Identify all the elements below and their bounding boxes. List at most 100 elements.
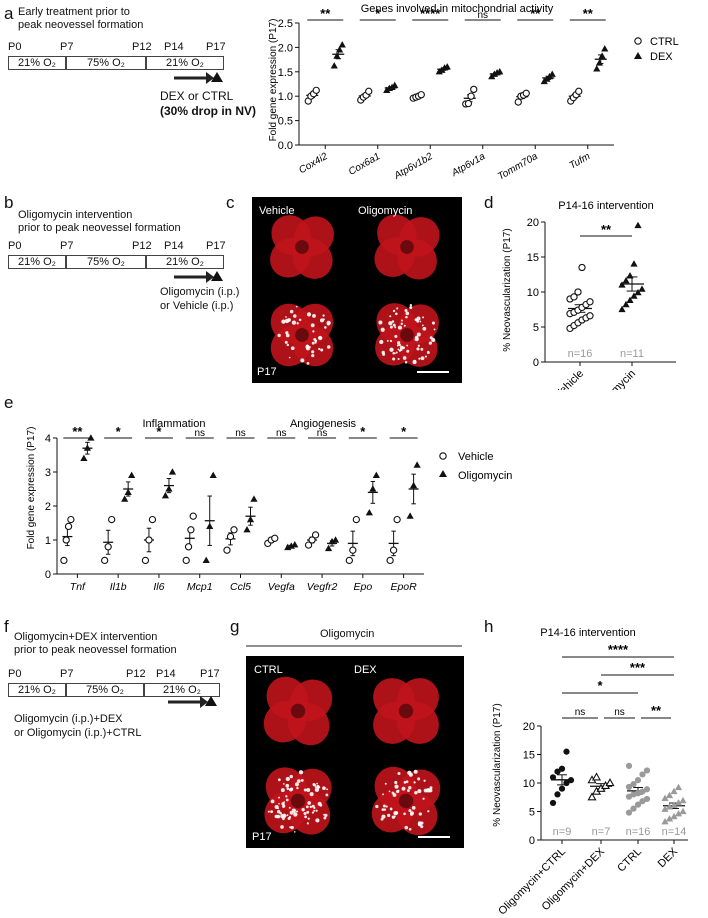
neovascular-tuft (314, 341, 317, 344)
neovascular-tuft (406, 789, 410, 792)
tl-tick: P0 (8, 41, 22, 53)
data-point (670, 801, 678, 808)
neovascular-tuft (387, 813, 391, 818)
data-point (563, 779, 570, 787)
data-point (643, 795, 651, 803)
scale-bar (417, 371, 449, 373)
significance-label: ** (320, 6, 331, 21)
neovascular-tuft (408, 809, 412, 813)
neovascular-tuft (314, 786, 317, 789)
neovascular-tuft (431, 338, 436, 342)
y-tick-label: 20 (523, 721, 535, 733)
tl-cell: 21% O₂ (144, 683, 220, 697)
x-tick-label: Atp6v1a (449, 151, 488, 180)
data-point (625, 783, 633, 791)
neovascular-tuft (315, 818, 320, 823)
neovascular-tuft (417, 822, 422, 827)
y-tick-label: 3 (45, 467, 51, 479)
chart-e-ylabel: Fold gene expression (P17) (26, 427, 37, 550)
count-label: n=11 (620, 348, 644, 360)
y-tick-label: 10 (527, 287, 539, 299)
x-tick-label: Cox4i2 (297, 151, 330, 176)
data-point (328, 537, 336, 545)
chart-e-legend: Vehicle Oligomycin (439, 451, 512, 482)
significance-label: ** (601, 222, 612, 237)
neovascular-tuft (396, 307, 399, 310)
data-point (630, 260, 638, 267)
neovascular-tuft (416, 347, 420, 351)
neovascular-tuft (416, 316, 421, 321)
neovascular-tuft (399, 348, 403, 351)
data-point (393, 515, 401, 524)
legend-vehicle-label: Vehicle (458, 451, 493, 463)
significance-label: ns (194, 428, 205, 439)
neovascular-tuft (420, 347, 424, 351)
neovascular-tuft (404, 308, 408, 312)
neovascular-tuft (306, 312, 312, 317)
neovascular-tuft (382, 804, 386, 808)
neovascular-tuft (310, 323, 315, 328)
tl-cell: 75% O₂ (66, 683, 144, 697)
panel-label-c: c (226, 193, 235, 212)
data-point (522, 89, 530, 97)
y-tick-label: 0 (529, 835, 535, 847)
data-point (148, 515, 157, 524)
neovascular-tuft (418, 357, 421, 360)
neovascular-tuft (409, 304, 413, 307)
neovascular-tuft (285, 333, 290, 338)
neovascular-tuft (311, 811, 315, 814)
data-point (330, 62, 338, 69)
panel-b-desc-1: Oligomycin intervention (18, 209, 133, 221)
data-point (643, 786, 651, 793)
neovascular-tuft (394, 784, 399, 789)
comparison-label: ns (575, 707, 586, 718)
data-point (574, 288, 582, 296)
neovascular-tuft (290, 346, 295, 351)
data-point (665, 815, 674, 822)
neovascular-tuft (395, 313, 398, 315)
neovascular-tuft (313, 809, 316, 812)
data-point (567, 777, 575, 784)
data-point (670, 787, 678, 795)
micro-g-left-label: CTRL (254, 664, 283, 676)
data-point (464, 99, 473, 108)
tl-tick: P12 (132, 240, 152, 252)
data-point (83, 444, 91, 451)
comparison-label: ** (651, 703, 662, 718)
comparison-label: ns (614, 707, 625, 718)
tl-tick: P14 (164, 41, 184, 53)
neovascular-tuft (316, 782, 319, 785)
neovascular-tuft (279, 811, 282, 815)
data-point (406, 512, 414, 519)
neovascular-tuft (408, 786, 412, 790)
neovascular-tuft (389, 315, 392, 318)
neovascular-tuft (290, 825, 294, 830)
data-point (291, 540, 299, 548)
tl-cell: 75% O₂ (66, 255, 146, 269)
neovascular-tuft (397, 771, 401, 775)
data-point (661, 817, 669, 825)
data-point (549, 774, 557, 781)
neovascular-tuft (392, 323, 396, 327)
neovascular-tuft (314, 787, 320, 792)
tl-tick: P17 (206, 41, 226, 53)
data-point (443, 63, 451, 70)
panel-label-e: e (4, 393, 14, 412)
neovascular-tuft (383, 808, 387, 811)
y-tick-label: 10 (523, 778, 535, 790)
neovascular-tuft (280, 825, 284, 829)
data-point (586, 312, 594, 320)
neovascular-tuft (389, 325, 393, 329)
data-point (496, 68, 504, 75)
neovascular-tuft (428, 788, 433, 793)
chart-a-ylabel: Fold gene expression (P17) (268, 19, 279, 142)
data-point (570, 293, 578, 301)
neovascular-tuft (408, 827, 412, 831)
data-point (372, 471, 380, 478)
chart-a-legend: CTRL DEX (634, 36, 679, 63)
neovascular-tuft (306, 822, 309, 825)
neovascular-tuft (312, 783, 316, 786)
chart-e-group-inflammation: Inflammation (143, 418, 206, 430)
neovascular-tuft (322, 314, 325, 317)
panel-b-treatment-2: or Vehicle (i.p.) (160, 300, 234, 312)
